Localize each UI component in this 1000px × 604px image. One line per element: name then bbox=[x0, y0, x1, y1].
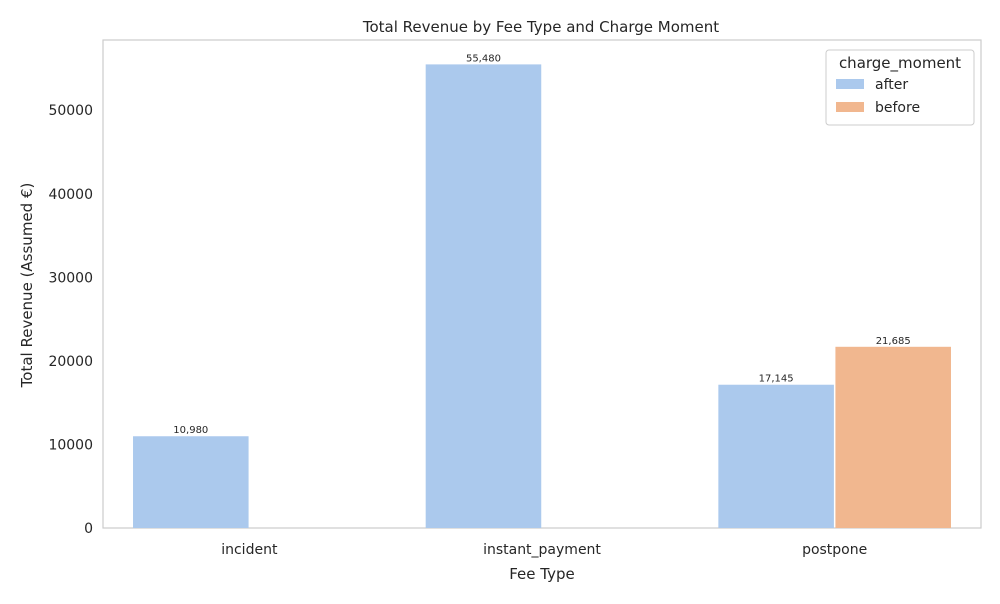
y-tick-label: 30000 bbox=[48, 270, 93, 286]
x-axis-ticks: incident instant_payment postpone bbox=[221, 542, 867, 558]
legend-swatch-before bbox=[836, 102, 864, 112]
legend-title: charge_moment bbox=[839, 54, 961, 73]
x-tick-label: postpone bbox=[802, 542, 867, 558]
bar-after-instant_payment bbox=[425, 64, 542, 529]
plot-frame bbox=[102, 39, 982, 529]
data-label: 10,980 bbox=[173, 425, 208, 436]
y-tick-label: 50000 bbox=[48, 103, 93, 119]
data-label: 17,145 bbox=[759, 374, 794, 385]
legend-label-after: after bbox=[875, 77, 908, 93]
legend: charge_moment after before bbox=[825, 49, 975, 126]
y-tick-label: 20000 bbox=[48, 354, 93, 370]
y-tick-label: 10000 bbox=[48, 437, 93, 453]
x-tick-label: incident bbox=[221, 542, 278, 558]
y-tick-label: 40000 bbox=[48, 187, 93, 203]
y-axis-label: Total Revenue (Assumed €) bbox=[18, 183, 36, 389]
bar-after-incident bbox=[133, 436, 249, 528]
bars: 10,980 55,480 17,145 21,685 bbox=[133, 53, 951, 529]
chart-title: Total Revenue by Fee Type and Charge Mom… bbox=[362, 18, 719, 36]
legend-label-before: before bbox=[875, 100, 920, 116]
x-axis-label: Fee Type bbox=[509, 565, 575, 583]
x-tick-label: instant_payment bbox=[483, 542, 601, 558]
bar-after-postpone bbox=[718, 384, 834, 528]
y-axis-ticks: 0 10000 20000 30000 40000 50000 bbox=[48, 103, 93, 537]
y-tick-label: 0 bbox=[84, 521, 93, 537]
bar-before-postpone bbox=[835, 346, 951, 528]
data-label: 21,685 bbox=[876, 336, 911, 347]
data-label: 55,480 bbox=[466, 53, 501, 64]
legend-swatch-after bbox=[836, 79, 864, 89]
